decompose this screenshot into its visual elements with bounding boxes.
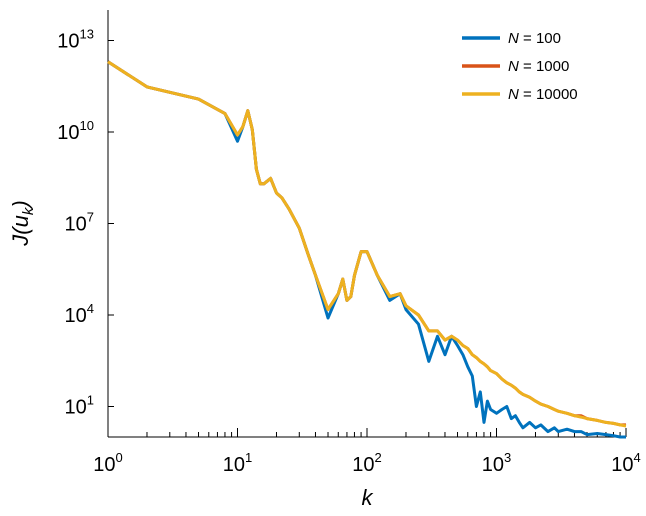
x-tick-label: 103	[482, 450, 511, 476]
legend: N = 100 N = 1000 N = 10000	[462, 30, 578, 103]
x-ticks: 100 101 102 103 104	[93, 428, 641, 476]
x-tick-label: 104	[611, 450, 640, 476]
legend-label-2: N = 1000	[508, 58, 569, 75]
x-tick-label: 101	[223, 450, 252, 476]
y-tick-label: 1013	[57, 27, 94, 53]
legend-label-3: N = 10000	[508, 86, 578, 103]
y-tick-label: 101	[65, 393, 94, 419]
series-layer	[107, 60, 627, 439]
x-axis-label: k	[362, 485, 374, 510]
y-ticks: 101 104 107 1010 1013	[57, 27, 114, 419]
x-tick-label: 100	[93, 450, 122, 476]
series-line-3	[107, 60, 627, 428]
minor-ticks	[146, 432, 621, 437]
series-line-2	[107, 60, 626, 427]
y-axis-label: J(uk)	[8, 200, 37, 246]
series-line-1	[107, 60, 626, 439]
y-tick-label: 104	[65, 301, 94, 327]
y-tick-label: 107	[65, 210, 94, 236]
legend-label-1: N = 100	[508, 30, 561, 47]
y-tick-label: 1010	[57, 118, 94, 144]
x-tick-label: 102	[352, 450, 381, 476]
